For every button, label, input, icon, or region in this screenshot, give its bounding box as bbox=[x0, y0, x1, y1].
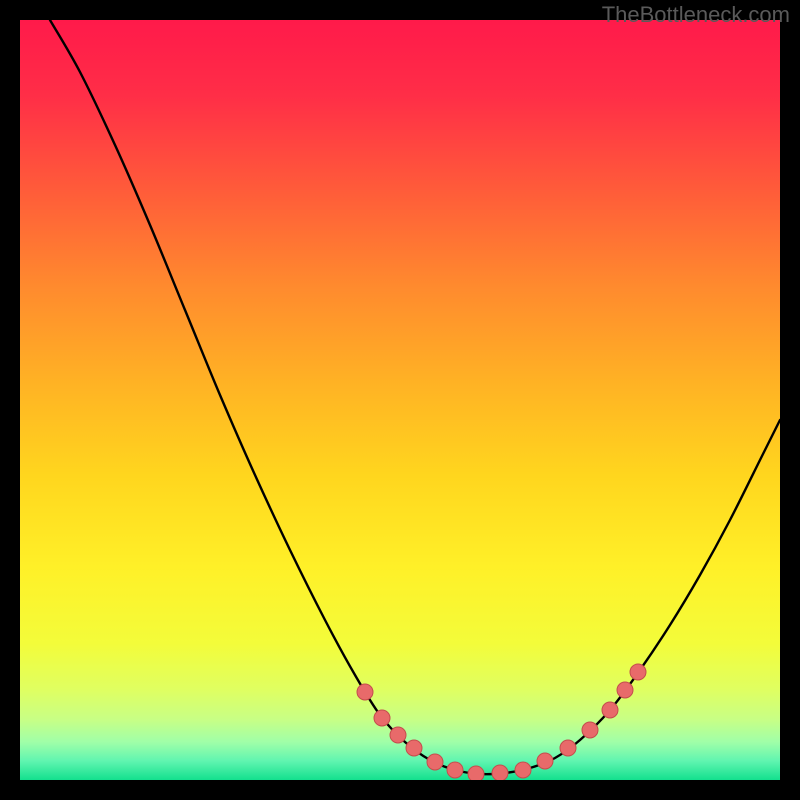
marker-dot bbox=[447, 762, 463, 778]
marker-dot bbox=[406, 740, 422, 756]
marker-dot bbox=[515, 762, 531, 778]
marker-dot bbox=[617, 682, 633, 698]
plot-area bbox=[20, 20, 780, 780]
bottleneck-curve bbox=[50, 20, 780, 774]
marker-dot bbox=[537, 753, 553, 769]
markers-group bbox=[357, 664, 646, 780]
marker-dot bbox=[560, 740, 576, 756]
marker-dot bbox=[357, 684, 373, 700]
marker-dot bbox=[374, 710, 390, 726]
marker-dot bbox=[492, 765, 508, 780]
marker-dot bbox=[427, 754, 443, 770]
marker-dot bbox=[582, 722, 598, 738]
chart-container: TheBottleneck.com bbox=[0, 0, 800, 800]
marker-dot bbox=[602, 702, 618, 718]
watermark-text: TheBottleneck.com bbox=[602, 2, 790, 28]
curve-overlay bbox=[20, 20, 780, 780]
marker-dot bbox=[630, 664, 646, 680]
marker-dot bbox=[390, 727, 406, 743]
marker-dot bbox=[468, 766, 484, 780]
